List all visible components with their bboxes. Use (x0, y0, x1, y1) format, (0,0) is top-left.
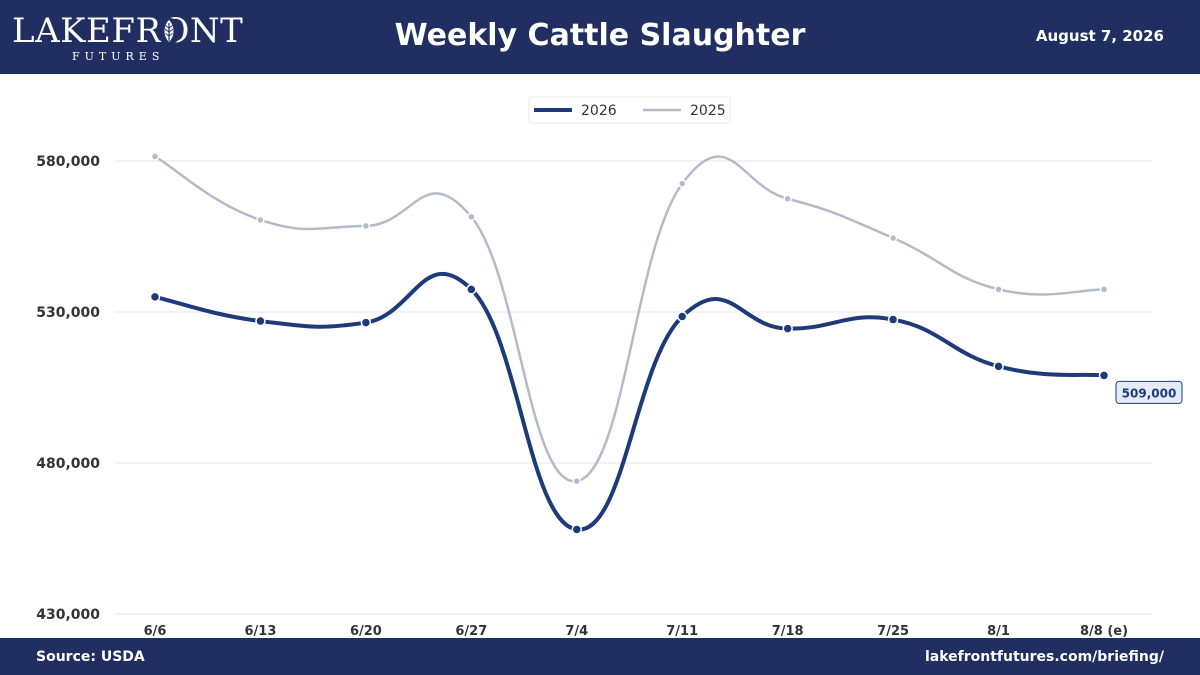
data-point (255, 315, 266, 327)
header-bar: LAKEFRONT FUTURES Weekly Cattle Slaughte… (0, 0, 1200, 74)
logo-wordmark: LAKEFRONT (12, 11, 244, 51)
brand-logo[interactable]: LAKEFRONT FUTURES (12, 10, 243, 66)
legend-label-2025: 2025 (690, 103, 726, 119)
x-tick-label: 7/25 (877, 624, 909, 638)
line-chart: 580,000 530,000 480,000 430,000 6/6 6/13 6/20… (36, 96, 1183, 638)
data-point (993, 361, 1004, 372)
x-tick-label: 6/6 (144, 624, 167, 638)
x-tick-label: 6/20 (350, 624, 382, 638)
x-tick-label: 6/27 (455, 624, 487, 638)
end-label-text: 509,000 (1122, 386, 1177, 400)
data-point (466, 284, 477, 295)
legend: 2026 2025 (528, 96, 731, 124)
leaf-icon (156, 18, 182, 44)
data-point (571, 524, 583, 535)
x-tick-label: 7/18 (772, 624, 804, 638)
source-note: Source: USDA (36, 649, 145, 665)
grid-lines (115, 160, 1152, 615)
series-line-2026 (153, 272, 1106, 532)
data-point (256, 215, 265, 225)
x-tick-label: 6/13 (244, 624, 276, 638)
series-2026 (149, 272, 1110, 535)
data-point (1098, 370, 1110, 381)
site-link[interactable]: lakefrontfutures.com/briefing/ (924, 649, 1164, 665)
y-tick-label: 530,000 (36, 305, 100, 321)
legend-box (528, 96, 731, 124)
data-point (1099, 285, 1109, 294)
data-point (888, 233, 898, 243)
data-point (361, 221, 371, 231)
y-tick-label: 430,000 (36, 607, 100, 623)
footer-bar: Source: USDA lakefrontfutures.com/briefi… (0, 638, 1200, 675)
series-line-2025 (153, 155, 1106, 483)
end-label-box (1115, 380, 1183, 404)
y-tick-label: 580,000 (36, 154, 100, 170)
series-2025 (150, 152, 1109, 486)
legend-label-2026: 2026 (581, 103, 617, 119)
data-point (783, 194, 792, 203)
x-tick-label: 7/11 (666, 624, 698, 638)
y-axis: 580,000 530,000 480,000 430,000 (36, 154, 100, 623)
end-value-label: 509,000 (1115, 380, 1183, 404)
x-tick-label: 8/1 (987, 624, 1010, 638)
data-point (149, 291, 161, 303)
data-point (782, 323, 793, 334)
x-tick-label: 8/8 (e) (1080, 624, 1128, 638)
series-lines (149, 152, 1110, 535)
data-point (677, 179, 687, 188)
data-point (994, 285, 1003, 294)
data-point (572, 476, 582, 486)
page-title: Weekly Cattle Slaughter (394, 18, 806, 53)
data-point (887, 314, 899, 325)
data-point (150, 152, 160, 161)
data-point (467, 212, 476, 222)
x-tick-label: 7/4 (565, 624, 588, 638)
report-date: August 7, 2026 (1035, 27, 1164, 45)
data-point (360, 317, 372, 328)
y-tick-label: 480,000 (36, 456, 100, 472)
x-axis: 6/6 6/13 6/20 6/27 7/4 7/11 7/18 7/25 8/1 8/8 (e) (144, 624, 1128, 638)
data-point (676, 311, 688, 322)
logo-tagline: FUTURES (72, 50, 165, 63)
